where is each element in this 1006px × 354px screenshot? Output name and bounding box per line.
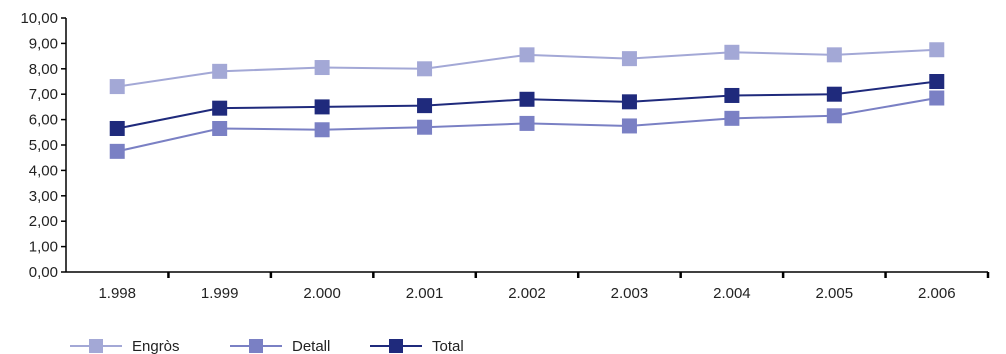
- data-point: [826, 47, 842, 63]
- legend-item: Total: [370, 338, 464, 354]
- data-point: [212, 100, 228, 116]
- data-point: [621, 118, 637, 134]
- y-tick-label: 8,00: [29, 61, 58, 78]
- legend: Engròs Detall Total: [70, 338, 464, 354]
- y-tick-label: 1,00: [29, 239, 58, 256]
- legend-label: Total: [432, 338, 464, 354]
- data-point: [724, 110, 740, 126]
- legend-swatch-marker: [389, 339, 403, 353]
- legend-item: Engròs: [70, 338, 180, 354]
- x-tick-label: 2.004: [713, 285, 751, 302]
- series-layer: [109, 42, 945, 159]
- x-tick-label: 1.999: [201, 285, 239, 302]
- data-point: [621, 94, 637, 110]
- data-point: [314, 122, 330, 138]
- data-point: [109, 143, 125, 159]
- data-point: [519, 47, 535, 63]
- y-tick-label: 7,00: [29, 86, 58, 103]
- y-tick-label: 4,00: [29, 162, 58, 179]
- data-point: [519, 91, 535, 107]
- data-point: [519, 115, 535, 131]
- data-point: [314, 99, 330, 115]
- data-point: [212, 120, 228, 136]
- x-tick-label: 2.006: [918, 285, 956, 302]
- legend-swatch-marker: [249, 339, 263, 353]
- y-tick-label: 10,00: [20, 10, 58, 27]
- data-point: [109, 79, 125, 95]
- data-point: [417, 119, 433, 135]
- series-detall: [109, 90, 945, 159]
- x-axis-ticks: 1.998 1.999 2.000 2.001 2.002 2.003 2.004 2.005…: [98, 272, 990, 302]
- legend-label: Detall: [292, 338, 330, 354]
- data-point: [314, 60, 330, 76]
- data-point: [929, 74, 945, 89]
- x-tick-label: 2.001: [406, 285, 444, 302]
- y-tick-label: 3,00: [29, 188, 58, 205]
- x-tick-label: 2.005: [816, 285, 854, 302]
- data-point: [826, 108, 842, 124]
- data-point: [417, 61, 433, 77]
- x-tick-label: 2.000: [303, 285, 341, 302]
- y-tick-label: 0,00: [29, 264, 58, 281]
- y-tick-label: 5,00: [29, 137, 58, 154]
- legend-swatch-marker: [89, 339, 103, 353]
- data-point: [826, 86, 842, 102]
- y-tick-label: 9,00: [29, 35, 58, 52]
- data-point: [929, 42, 945, 58]
- y-tick-label: 2,00: [29, 213, 58, 230]
- series-engr-s: [109, 42, 945, 95]
- data-point: [621, 51, 637, 67]
- x-tick-label: 1.998: [98, 285, 136, 302]
- data-point: [724, 87, 740, 103]
- x-tick-label: 2.003: [611, 285, 649, 302]
- legend-item: Detall: [230, 338, 330, 354]
- series-total: [109, 74, 945, 136]
- y-tick-label: 6,00: [29, 112, 58, 129]
- data-point: [417, 98, 433, 114]
- data-point: [212, 63, 228, 79]
- data-point: [109, 120, 125, 136]
- y-axis-ticks: 0,00 1,00 2,00 3,00 4,00 5,00 6,00 7,00 8,00 9,00…: [20, 10, 66, 281]
- data-point: [724, 44, 740, 60]
- data-point: [929, 90, 945, 106]
- x-tick-label: 2.002: [508, 285, 546, 302]
- legend-label: Engròs: [132, 338, 180, 354]
